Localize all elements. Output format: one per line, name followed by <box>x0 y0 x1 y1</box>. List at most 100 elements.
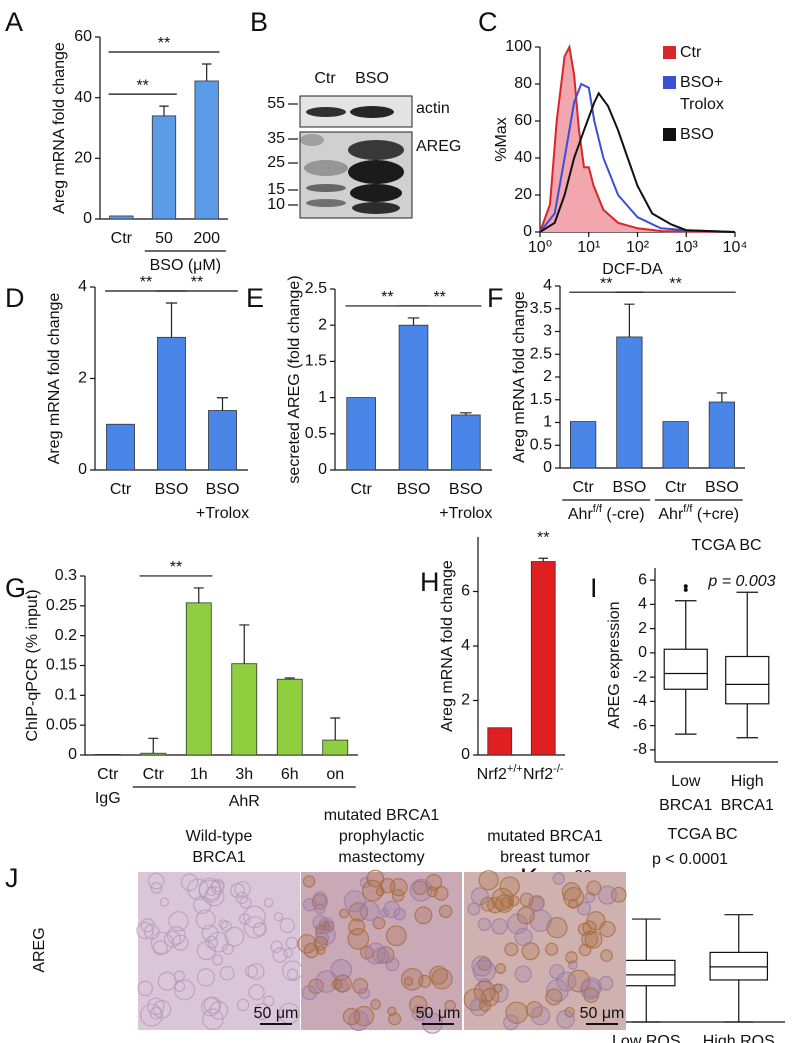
cell <box>379 908 390 918</box>
significance-label: ** <box>191 274 203 291</box>
significance-label: ** <box>600 275 612 292</box>
cell <box>503 1014 519 1031</box>
bar <box>708 401 735 469</box>
lane-label: Ctr <box>314 70 336 87</box>
x-tick-label: 10¹ <box>577 239 600 256</box>
y-tick-label: 0.05 <box>46 716 77 733</box>
group-label-part: (+cre) <box>692 506 739 523</box>
cell <box>200 997 221 1017</box>
y-tick-label: 60 <box>514 112 532 129</box>
cell <box>508 895 520 907</box>
panel-letter: F <box>487 283 504 313</box>
cell <box>137 980 154 997</box>
cell <box>315 970 338 993</box>
cell <box>372 916 386 930</box>
cell <box>556 1009 575 1029</box>
cell <box>364 942 387 965</box>
cell <box>597 885 617 905</box>
y-tick-label: 0.2 <box>55 627 77 644</box>
x-tick-label: BSO <box>449 481 483 498</box>
cell <box>159 897 170 907</box>
x-tick-label: 10³ <box>675 239 699 256</box>
image-caption: mutated BRCA1 <box>324 807 440 824</box>
y-tick-label: 1 <box>543 414 552 431</box>
cell <box>598 975 614 991</box>
cell <box>147 872 165 890</box>
cell <box>491 887 514 911</box>
error-bar <box>193 587 204 603</box>
series-line <box>539 82 736 233</box>
cell <box>478 870 499 891</box>
box <box>616 959 676 987</box>
cell <box>315 945 326 956</box>
y-tick-label: -4 <box>633 693 647 710</box>
cell <box>577 922 592 936</box>
y-tick-label: 0.5 <box>530 436 552 453</box>
image-caption: Wild-type <box>186 828 253 845</box>
cell <box>333 974 352 993</box>
cell <box>393 907 407 921</box>
y-tick-label: 20 <box>514 186 532 203</box>
cell <box>429 965 449 985</box>
x-tick-label: 50 <box>155 230 173 247</box>
image-texture <box>136 872 303 1030</box>
significance-label: ** <box>140 274 152 291</box>
cell <box>477 917 491 932</box>
panel-letter: B <box>250 7 268 37</box>
cell <box>201 924 219 942</box>
x-tick-label: Ctr <box>143 766 165 783</box>
error-bar <box>148 737 159 754</box>
group-label: BSO (μM) <box>150 257 221 274</box>
error-bar <box>159 105 169 116</box>
cell <box>270 940 283 953</box>
x-tick-label: 200 <box>193 230 220 247</box>
cell <box>514 927 533 947</box>
cell <box>152 1000 172 1019</box>
image-caption: mastectomy <box>338 849 424 866</box>
y-tick-label: 4 <box>78 278 87 295</box>
cell <box>516 906 535 925</box>
row-label: AREG <box>31 927 48 972</box>
x-tick-label: 10⁰ <box>528 239 552 256</box>
cell <box>473 980 496 1003</box>
chart-title: TCGA BC <box>667 826 737 843</box>
cell <box>187 878 209 901</box>
bar <box>109 215 134 220</box>
bar <box>662 421 689 469</box>
group-label: Ahrf/f (-cre) <box>568 503 645 523</box>
cell <box>358 987 370 1000</box>
cell <box>495 963 506 974</box>
cell <box>491 918 508 935</box>
cell <box>239 896 252 909</box>
y-tick-label: 1.5 <box>305 353 327 370</box>
cell <box>586 880 602 896</box>
cell <box>526 1001 543 1019</box>
y-axis-label: Areg mRNA fold change <box>51 42 68 214</box>
cell <box>564 1006 575 1018</box>
cell <box>385 925 407 947</box>
cell <box>556 971 577 992</box>
series-line <box>539 91 736 233</box>
x-tick-label: 3h <box>235 766 253 783</box>
x-tick-label: BSO <box>397 481 431 498</box>
cell <box>352 978 369 994</box>
bar <box>616 336 643 469</box>
blot-band <box>352 202 400 214</box>
cell <box>279 917 295 934</box>
y-tick-label: 2 <box>638 620 647 637</box>
cell <box>193 895 212 915</box>
x-sublabel: BRCA1 <box>659 797 712 814</box>
cell <box>149 1006 163 1020</box>
cell <box>438 904 453 919</box>
cell <box>286 968 299 980</box>
y-tick-label: 0 <box>318 461 327 478</box>
bar <box>346 397 376 471</box>
x-sublabel: IgG <box>95 790 121 807</box>
y-tick-label: 0.5 <box>305 425 327 442</box>
panel-letter: C <box>478 7 498 37</box>
y-tick-label: -2 <box>633 668 647 685</box>
cell <box>470 887 490 906</box>
cell <box>348 918 366 936</box>
y-axis-label: Areg mRNA fold change <box>439 560 456 732</box>
